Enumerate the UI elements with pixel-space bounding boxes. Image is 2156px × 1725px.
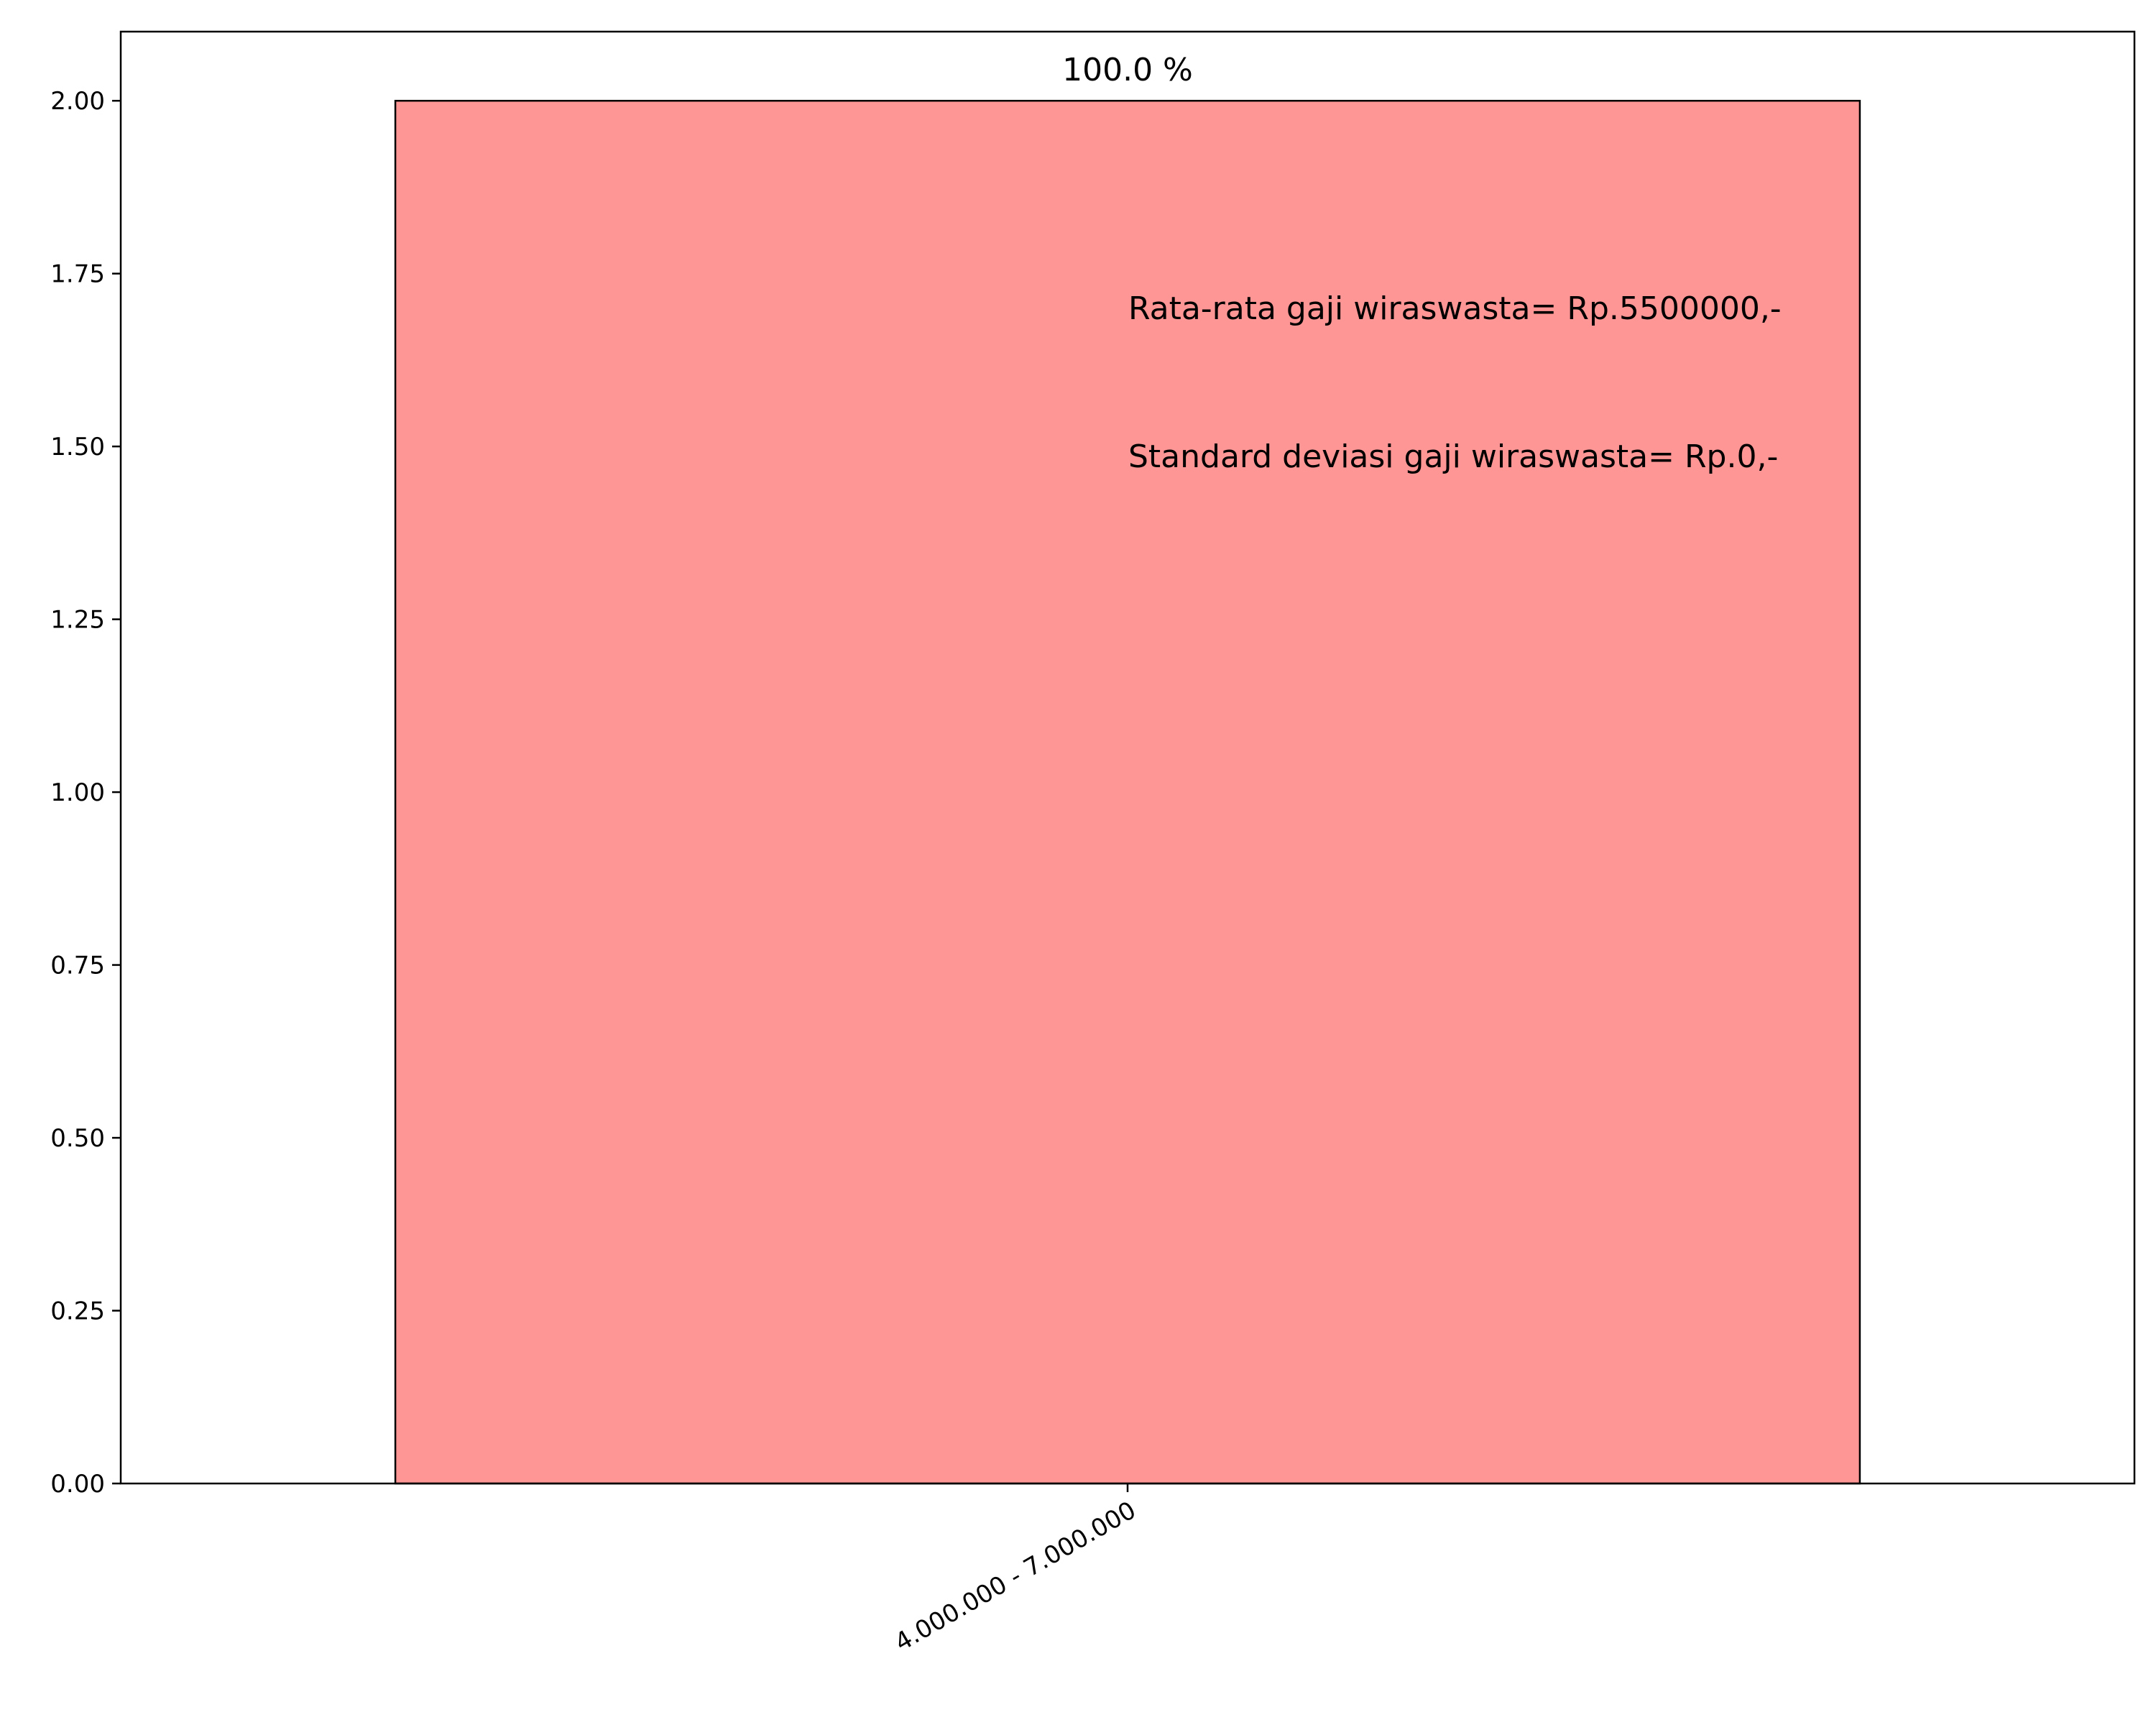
y-tick-label: 1.75 — [50, 260, 105, 289]
y-tick-label: 0.25 — [50, 1297, 105, 1326]
bar-1 — [394, 99, 1861, 1485]
y-tick-label: 1.25 — [50, 606, 105, 635]
annotation-mean-salary: Rata-rata gaji wiraswasta= Rp.5500000,- — [1128, 290, 1782, 327]
bars-layer — [394, 99, 1861, 1485]
bar-labels: 100.0 % — [1062, 52, 1193, 88]
y-tick-label: 0.50 — [50, 1124, 105, 1153]
y-tick-label: 2.00 — [50, 87, 105, 116]
y-tick-label: 0.00 — [50, 1470, 105, 1499]
annotations: Rata-rata gaji wiraswasta= Rp.5500000,- … — [1128, 290, 1782, 475]
annotation-std-salary: Standard deviasi gaji wiraswasta= Rp.0,- — [1128, 438, 1778, 475]
y-axis: 0.00 0.25 0.50 0.75 1.00 1.25 1.50 1.75 2.00 — [50, 87, 121, 1499]
y-tick-label: 1.00 — [50, 778, 105, 807]
y-tick-label: 0.75 — [50, 952, 105, 980]
bar-label-1: 100.0 % — [1062, 52, 1193, 88]
y-tick-label: 1.50 — [50, 433, 105, 461]
